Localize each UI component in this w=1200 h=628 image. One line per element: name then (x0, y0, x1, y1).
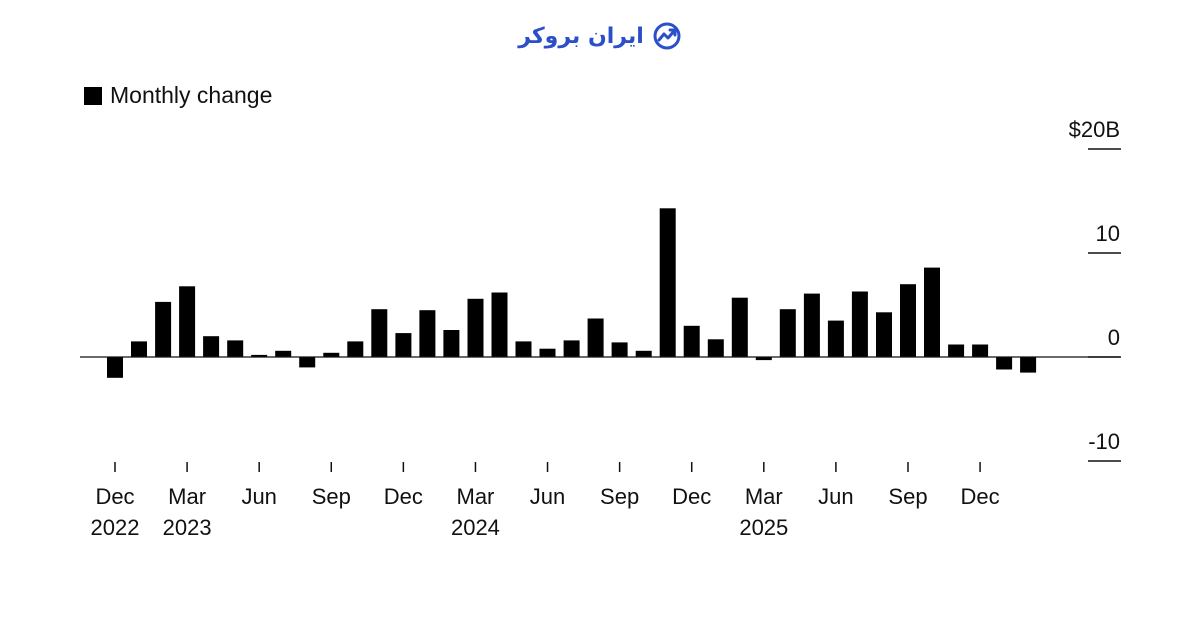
bar-dec-2023 (395, 333, 412, 357)
bar-oct-2024 (635, 350, 652, 357)
x-tick-month-label: Dec (961, 484, 1000, 509)
x-tick-month-label: Sep (312, 484, 351, 509)
bar-jul-2024 (563, 340, 580, 357)
x-tick-year-label: 2022 (91, 515, 140, 540)
y-axis: $20B 10 0 -10 (1069, 117, 1121, 462)
bar-nov-2023 (371, 309, 388, 357)
bar-jul-2023 (275, 350, 292, 357)
x-tick-month-label: Jun (530, 484, 565, 509)
bar-dec-2022 (107, 357, 123, 378)
bar-feb-2024 (443, 330, 460, 357)
x-tick-year-label: 2024 (451, 515, 500, 540)
x-tick-month-label: Sep (600, 484, 639, 509)
y-tick-label: $20B (1069, 117, 1120, 142)
bar-jan-2025 (707, 339, 724, 357)
bar-jan-2026 (996, 357, 1013, 370)
x-tick-month-label: Mar (457, 484, 495, 509)
bar-may-2023 (227, 340, 244, 357)
bar-dec-2025 (972, 344, 989, 357)
bar-jan-2023 (131, 341, 147, 357)
x-tick-month-label: Jun (818, 484, 853, 509)
bar-jul-2025 (851, 291, 868, 357)
bar-apr-2024 (491, 292, 508, 357)
bar-mar-2024 (467, 298, 484, 357)
x-tick-month-label: Dec (384, 484, 423, 509)
y-tick-label: -10 (1088, 429, 1120, 454)
bar-apr-2025 (779, 309, 796, 357)
bar-aug-2023 (299, 357, 316, 368)
legend-swatch (84, 86, 102, 105)
chart-legend: Monthly change (84, 82, 272, 109)
y-tick-label: 10 (1096, 221, 1120, 246)
brand-logo: ایران بروکر (0, 18, 1200, 54)
brand-name: ایران بروکر (518, 23, 644, 49)
bar-jun-2024 (539, 348, 556, 357)
bar-apr-2023 (203, 336, 220, 357)
bar-mar-2023 (179, 286, 196, 357)
bar-aug-2024 (587, 318, 604, 357)
bar-jun-2025 (827, 320, 844, 357)
x-tick-month-label: Sep (888, 484, 927, 509)
y-tick-label: 0 (1108, 325, 1120, 350)
bar-sep-2023 (323, 352, 340, 357)
bar-dec-2024 (683, 325, 700, 357)
x-tick-year-label: 2023 (163, 515, 212, 540)
x-tick-month-label: Jun (241, 484, 276, 509)
bar-feb-2026 (1020, 357, 1037, 373)
bar-feb-2025 (731, 297, 748, 357)
x-tick-month-label: Dec (95, 484, 134, 509)
bar-nov-2025 (948, 344, 965, 357)
x-tick-year-label: 2025 (739, 515, 788, 540)
chart-trend-icon (653, 22, 681, 50)
x-tick-month-label: Mar (168, 484, 206, 509)
bar-feb-2023 (155, 301, 172, 357)
bar-may-2025 (803, 293, 820, 357)
x-tick-month-label: Dec (672, 484, 711, 509)
bar-sep-2025 (900, 284, 916, 357)
bar-jan-2024 (419, 310, 436, 357)
legend-label: Monthly change (110, 82, 273, 108)
bar-oct-2025 (924, 267, 940, 357)
x-tick-month-label: Mar (745, 484, 783, 509)
bar-aug-2025 (876, 312, 892, 357)
bar-sep-2024 (611, 342, 628, 357)
bars-group (107, 208, 1037, 378)
bar-may-2024 (515, 341, 532, 357)
bar-jun-2023 (251, 354, 268, 357)
bar-oct-2023 (347, 341, 364, 357)
bar-mar-2025 (755, 357, 772, 361)
bar-nov-2024 (659, 208, 676, 357)
x-axis: Dec 2022 Mar 2023 Jun Sep Dec Mar 2024 Jun Sep Dec M… (91, 462, 1000, 540)
